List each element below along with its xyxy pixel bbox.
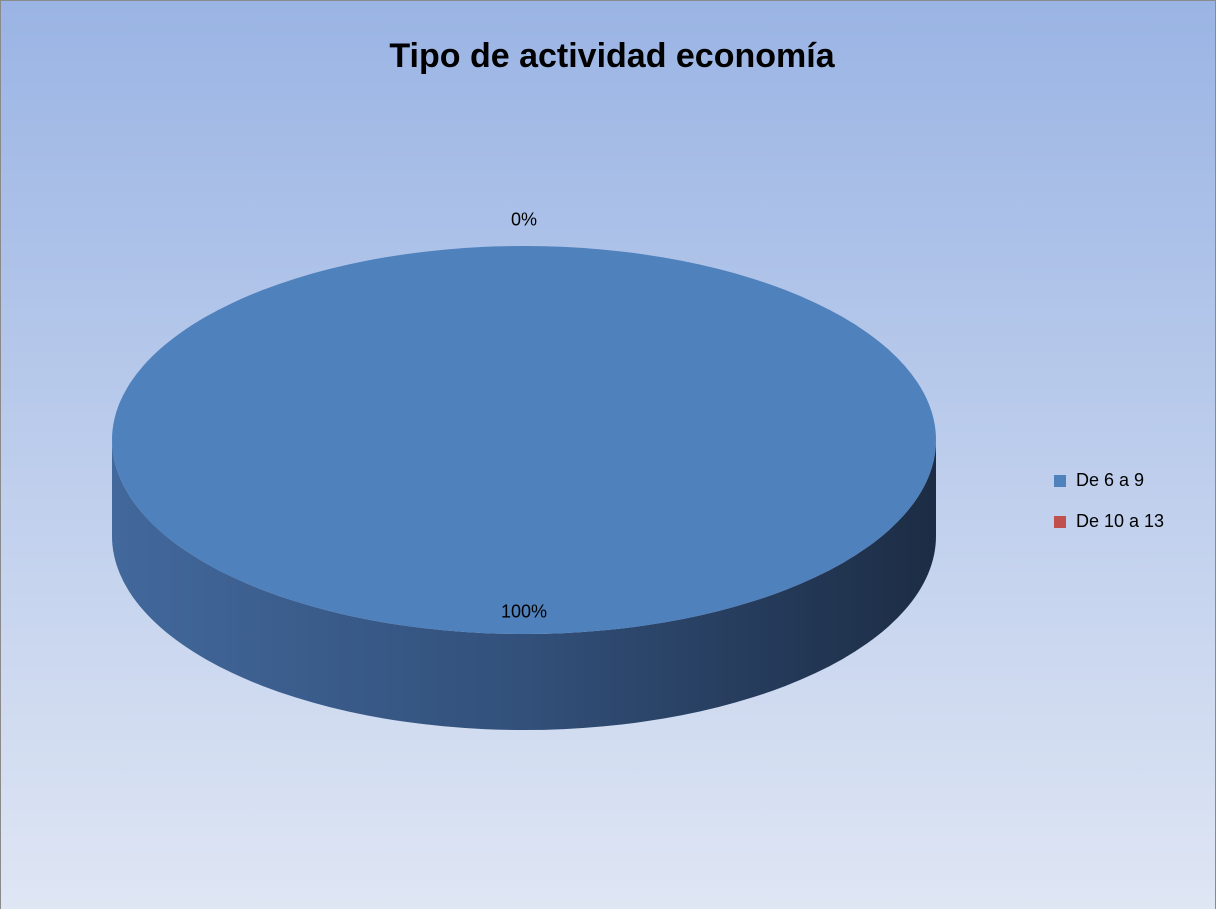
data-label: 100%: [501, 601, 547, 621]
legend-label: De 10 a 13: [1076, 511, 1164, 531]
chart-title: Tipo de actividad economía: [389, 37, 835, 75]
pie-slice: [112, 246, 936, 634]
data-label: 0%: [511, 209, 537, 229]
pie-slice-side: [112, 440, 936, 730]
legend-label: De 6 a 9: [1076, 470, 1144, 490]
legend-swatch: [1054, 516, 1066, 528]
legend-swatch: [1054, 475, 1066, 487]
